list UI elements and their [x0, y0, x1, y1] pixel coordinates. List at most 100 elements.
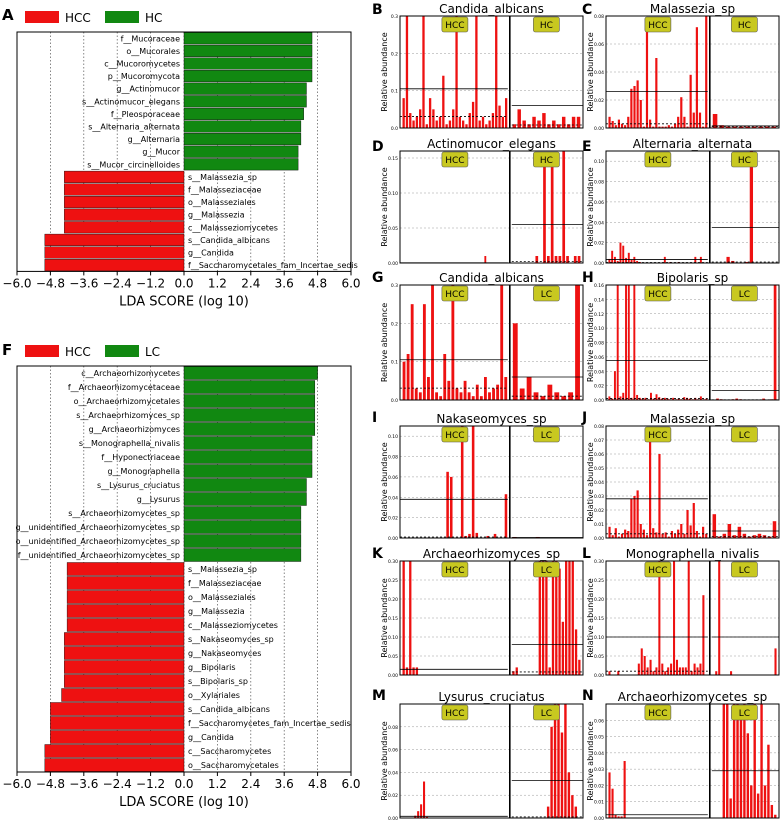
abundance-bar-group1 — [462, 120, 465, 128]
y-tick-label: 0.04 — [388, 495, 398, 501]
panel-letter-H: H — [582, 270, 594, 286]
group-label: HCC — [445, 156, 464, 166]
group-label: LC — [541, 290, 552, 300]
y-tick-label: 0.04 — [388, 770, 398, 776]
abundance-bar-group1 — [611, 250, 614, 263]
abundance-bar-group1 — [613, 371, 616, 400]
abundance-bar-group1 — [448, 120, 452, 128]
abundance-bar-group1 — [475, 384, 479, 400]
abundance-bar-group1 — [459, 392, 463, 400]
y-axis-label: Relative abundance — [586, 721, 595, 800]
abundance-bar-group1 — [644, 397, 647, 400]
lda-bar — [183, 107, 304, 120]
lda-bar — [183, 120, 302, 133]
y-axis-label: Relative abundance — [380, 32, 389, 111]
y-tick-label: 0.06 — [594, 42, 604, 48]
x-tick-label: 0.0 — [174, 276, 193, 290]
abundance-bar-group1 — [445, 124, 448, 128]
abundance-bar-group1 — [451, 285, 455, 400]
y-tick-label: 0.30 — [388, 559, 398, 565]
abundance-bar-group2 — [542, 113, 546, 128]
y-tick-label: 0.00 — [594, 261, 604, 267]
abundance-bar-group1 — [611, 788, 614, 818]
y-tick-label: 0.02 — [388, 516, 398, 522]
plot-frame — [605, 284, 780, 401]
abundance-panel-C: C Malassezia_sp HCC HC 0.00 0.02 0.04 0.06 0.08 R… — [582, 2, 780, 132]
abundance-bar-group1 — [636, 260, 639, 263]
group-label-box — [644, 285, 672, 302]
abundance-bar-group2 — [716, 398, 719, 400]
abundance-bar-group1 — [625, 257, 627, 263]
abundance-bar-group2 — [576, 116, 581, 128]
panel-title: Malassezia_sp — [650, 412, 735, 426]
abundance-bar-group1 — [617, 671, 620, 675]
x-tick-label: 1.2 — [208, 276, 227, 290]
abundance-bar-group1 — [608, 772, 611, 818]
abundance-bar-group2 — [522, 120, 526, 128]
abundance-bar-group1 — [442, 75, 445, 128]
abundance-bar-group1 — [640, 648, 643, 675]
abundance-bar-group1 — [655, 667, 658, 675]
bar-label: g__Mucor — [142, 148, 180, 157]
y-tick-label: 0.15 — [388, 616, 398, 622]
abundance-bar-group2 — [750, 785, 753, 818]
abundance-bar-group2 — [737, 526, 742, 538]
bar-label: g__unidentified_Archaeorhizomycetes_sp — [15, 523, 180, 532]
y-axis-label: Relative abundance — [586, 303, 595, 382]
group-label: HCC — [648, 431, 667, 441]
panel-letter-L: L — [582, 546, 591, 562]
group-label: HCC — [445, 431, 464, 441]
bar-label: g__Actinomucor — [116, 85, 180, 94]
x-tick-label: −2.4 — [103, 276, 132, 290]
abundance-bar-group1 — [428, 98, 432, 128]
abundance-bar-group1 — [617, 536, 621, 538]
lda-chart-F: F HCC LC c__Archaeorhizomycetes f__Archaeorh… — [2, 341, 361, 810]
abundance-bar-group1 — [698, 536, 702, 538]
abundance-bar-group2 — [738, 126, 744, 128]
abundance-bar-group1 — [420, 804, 423, 818]
y-tick-label: 0.2 — [391, 321, 398, 327]
abundance-bar-group1 — [683, 116, 686, 128]
bar-label: g__Nakaseomyces — [188, 649, 261, 658]
y-tick-label: 0.04 — [594, 70, 604, 76]
lda-bar — [183, 380, 316, 394]
y-axis-label: Relative abundance — [586, 167, 595, 246]
abundance-bar-group2 — [517, 109, 521, 128]
panel-title: Archaeorhizomyces_sp — [423, 547, 560, 561]
abundance-bar-group1 — [627, 252, 630, 263]
abundance-bar-group1 — [630, 498, 633, 538]
abundance-bar-group1 — [608, 671, 611, 675]
abundance-bar-group1 — [475, 16, 478, 128]
abundance-bar-group1 — [406, 354, 410, 400]
abundance-bar-group2 — [545, 561, 548, 675]
abundance-bar-group1 — [677, 398, 680, 400]
bar-label: o__Malasseziales — [188, 593, 256, 602]
x-tick-label: −3.6 — [69, 276, 98, 290]
abundance-bar-group2 — [732, 704, 736, 818]
abundance-bar-group2 — [747, 536, 752, 538]
y-tick-label: 0.08 — [594, 424, 604, 430]
panel-letter-D: D — [372, 139, 384, 155]
abundance-bar-group1 — [680, 524, 683, 538]
abundance-bar-group2 — [557, 704, 560, 818]
abundance-bar-group2 — [555, 561, 558, 675]
abundance-bar-group1 — [422, 16, 425, 128]
abundance-bar-group2 — [512, 671, 515, 675]
lda-bar — [50, 716, 185, 730]
abundance-bar-group1 — [620, 533, 624, 538]
group-label: LC — [739, 290, 750, 300]
bar-label: s__Candida_albicans — [188, 236, 270, 245]
bar-label: c__Malasseziomycetes — [188, 621, 278, 630]
abundance-bar-group1 — [667, 667, 670, 675]
abundance-bar-group1 — [409, 113, 412, 128]
group-label-box — [533, 426, 560, 443]
abundance-bar-group2 — [541, 561, 545, 675]
x-tick-label: 2.4 — [241, 276, 260, 290]
bar-label: g__Bipolaris — [188, 663, 236, 672]
x-tick-label: −6.0 — [2, 777, 31, 791]
abundance-bar-group1 — [633, 256, 636, 263]
y-tick-label: 0.12 — [594, 312, 604, 318]
abundance-bar-group1 — [417, 811, 420, 818]
panel-letter-A: A — [2, 6, 14, 24]
